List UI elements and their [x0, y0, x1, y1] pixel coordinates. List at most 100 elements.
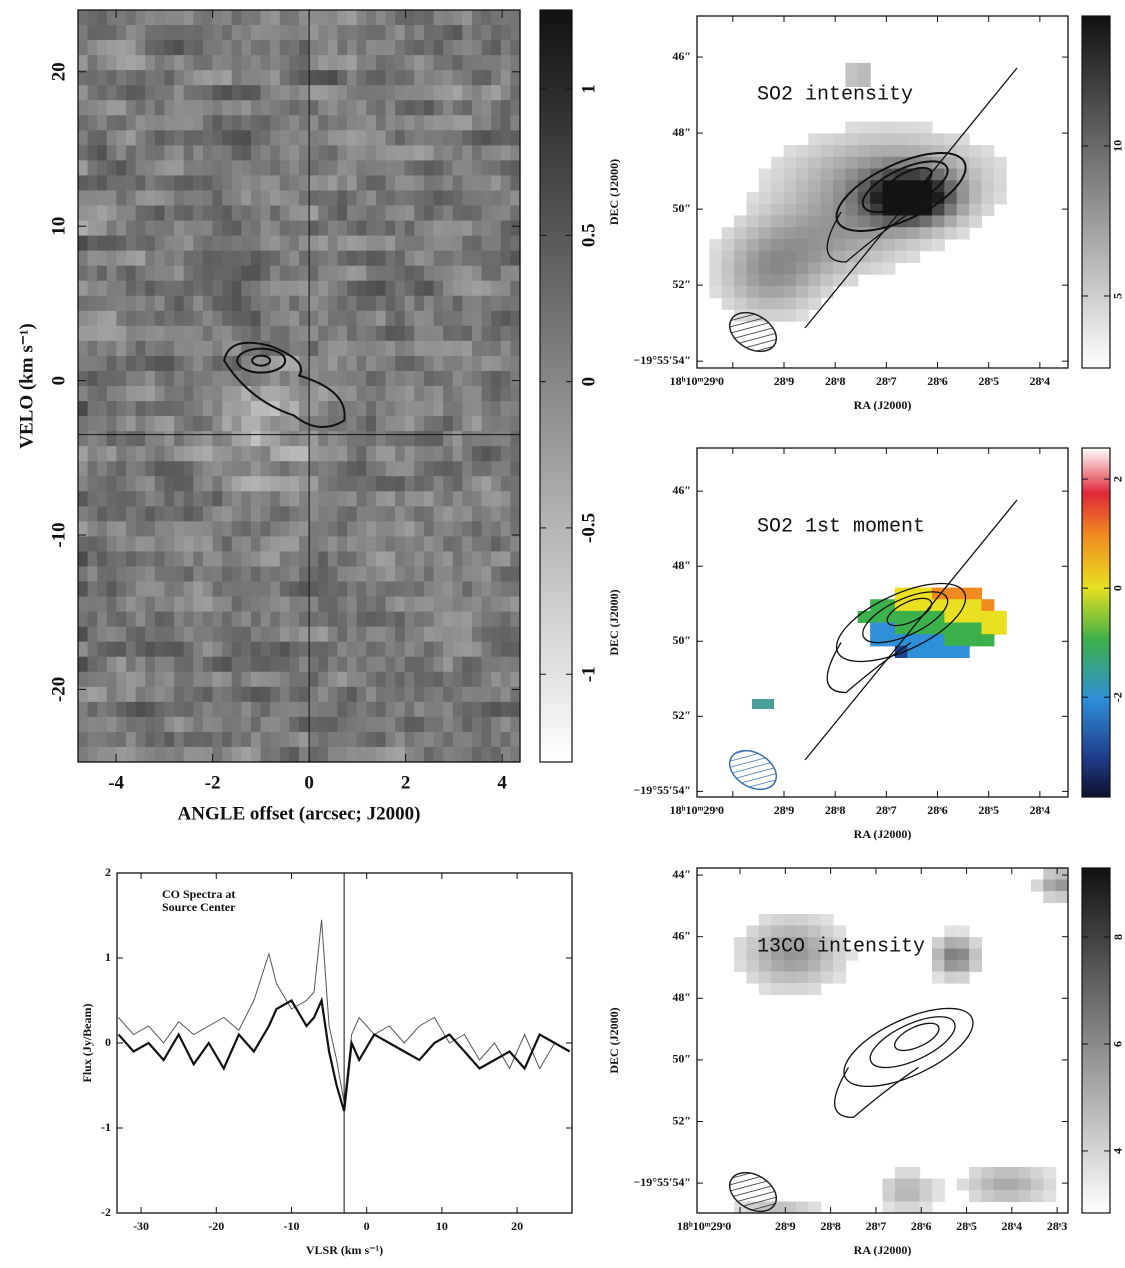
pixel	[299, 656, 310, 673]
pixel	[145, 716, 156, 733]
pixel	[106, 115, 118, 131]
pixel	[299, 401, 310, 417]
pixel	[327, 581, 339, 598]
pixel	[471, 10, 483, 26]
pixel	[452, 401, 463, 417]
pixel	[222, 551, 233, 568]
x-tick-label: 0	[364, 1219, 370, 1233]
pixel	[347, 746, 358, 763]
pixel	[944, 133, 958, 146]
pixel	[154, 235, 166, 252]
pixel	[481, 446, 492, 462]
pixel	[231, 746, 242, 763]
pixel	[308, 686, 319, 703]
pixel	[375, 115, 387, 131]
pixel	[746, 948, 760, 961]
pixel	[443, 656, 454, 673]
pixel	[116, 100, 127, 116]
pixel	[289, 671, 300, 688]
pixel	[231, 340, 242, 357]
pixel	[395, 190, 406, 207]
pixel	[308, 416, 319, 432]
pixel	[1006, 1190, 1020, 1203]
pixel	[385, 551, 396, 568]
panel: 18ʰ10ᵐ29ˢ0 28ˢ9 28ˢ8 28ˢ7 28ˢ6 28ˢ5 28ˢ4 28ˢ344…	[607, 867, 1125, 1257]
pixel	[183, 716, 194, 733]
pixel	[308, 731, 319, 748]
pixel	[279, 160, 290, 177]
pixel	[808, 925, 822, 938]
pixel	[721, 227, 735, 240]
pixel	[212, 355, 223, 372]
pixel	[433, 611, 444, 628]
pixel	[795, 227, 809, 240]
pixel	[97, 626, 108, 643]
pixel	[969, 960, 983, 973]
pixel	[231, 310, 242, 327]
pixel	[721, 238, 735, 252]
pixel	[969, 192, 983, 205]
pixel	[969, 145, 983, 158]
pixel	[145, 731, 156, 748]
pixel	[289, 325, 300, 342]
pixel	[174, 686, 185, 703]
pixel	[337, 100, 348, 116]
pixel	[135, 280, 146, 297]
pixel	[318, 641, 329, 658]
pixel	[808, 168, 822, 181]
pixel	[78, 115, 89, 131]
pixel	[356, 265, 367, 282]
pixel	[222, 506, 233, 522]
pixel	[164, 686, 175, 703]
pixel	[404, 461, 415, 477]
pixel	[318, 235, 329, 252]
pixel	[174, 310, 185, 327]
pixel	[231, 716, 242, 733]
pixel	[366, 701, 377, 718]
pixel	[174, 521, 185, 537]
pixel	[347, 370, 358, 387]
pixel	[106, 55, 118, 71]
pixel	[491, 340, 502, 357]
pixel	[404, 716, 415, 733]
pixel	[820, 285, 834, 299]
pixel	[126, 701, 137, 718]
pixel	[97, 641, 108, 658]
pixel	[222, 10, 233, 26]
pixel	[299, 310, 310, 327]
pixel	[106, 340, 118, 357]
pixel	[116, 701, 127, 718]
pixel	[452, 731, 463, 748]
pixel	[366, 250, 377, 267]
pixel	[279, 250, 290, 267]
pixel	[145, 280, 156, 297]
pixel	[193, 130, 204, 146]
pixel	[202, 401, 214, 417]
pixel	[135, 491, 146, 507]
pixel	[299, 295, 310, 312]
pixel	[289, 431, 300, 447]
pixel	[423, 55, 435, 71]
pixel	[299, 566, 310, 583]
pixel	[260, 581, 271, 598]
pixel	[126, 641, 137, 658]
pixel	[270, 130, 281, 146]
pixel	[969, 1190, 983, 1203]
pixel	[795, 262, 809, 275]
pixel	[500, 551, 511, 568]
pixel	[135, 100, 146, 116]
pixel	[481, 355, 492, 372]
pixel	[423, 686, 435, 703]
pixel	[116, 310, 127, 327]
pixel	[318, 701, 329, 718]
pixel	[795, 274, 809, 287]
pixel	[202, 280, 214, 297]
pixel	[820, 925, 834, 938]
pixel	[510, 551, 521, 568]
pixel	[116, 566, 127, 583]
pixel	[327, 491, 339, 507]
pixel	[212, 461, 223, 477]
pixel	[423, 521, 435, 537]
pixel	[78, 280, 89, 297]
pixel	[491, 461, 502, 477]
